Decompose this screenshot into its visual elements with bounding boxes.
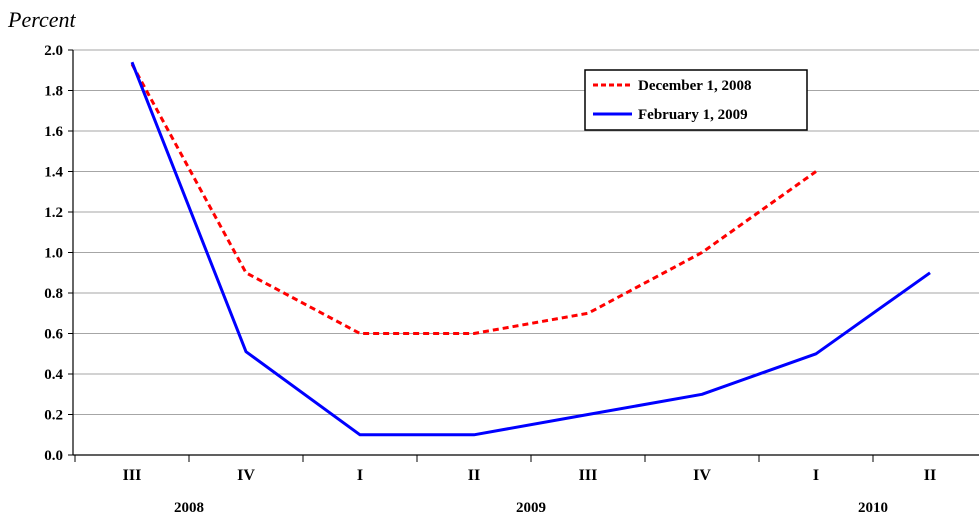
y-axis-label: Percent: [7, 7, 76, 32]
legend-label-february: February 1, 2009: [638, 107, 748, 123]
legend: December 1, 2008 February 1, 2009: [584, 69, 808, 131]
x-tick-label: II: [924, 467, 936, 484]
x-tick-label: IV: [693, 467, 711, 484]
legend-box: [584, 69, 808, 131]
y-tick-label: 0.4: [44, 367, 63, 383]
y-tick-label: 1.8: [44, 84, 63, 100]
x-year-label: 2009: [516, 500, 546, 516]
x-year-label: 2010: [858, 500, 888, 516]
y-tick-label: 2.0: [44, 43, 63, 59]
series-line-february-2009: [130, 61, 931, 437]
x-tick-label: II: [468, 467, 480, 484]
series-lines: [130, 61, 931, 437]
y-tick-label: 1.2: [44, 205, 63, 221]
legend-label-december: December 1, 2008: [638, 78, 751, 94]
x-tick-label: I: [357, 467, 363, 484]
y-tick-label: 0.8: [44, 286, 63, 302]
y-tick-label: 1.6: [44, 124, 63, 140]
y-tick-label: 1.4: [44, 165, 63, 181]
y-tick-label: 0.6: [44, 327, 63, 343]
x-tick-label: III: [123, 467, 142, 484]
x-year-label: 2008: [174, 500, 204, 516]
y-tick-label: 1.0: [44, 246, 63, 262]
x-tick-label: IV: [237, 467, 255, 484]
y-tick-label: 0.0: [44, 448, 63, 464]
gridlines: [73, 49, 979, 415]
y-tick-label: 0.2: [44, 408, 63, 424]
x-tick-label: III: [579, 467, 598, 484]
x-tick-label: I: [813, 467, 819, 484]
